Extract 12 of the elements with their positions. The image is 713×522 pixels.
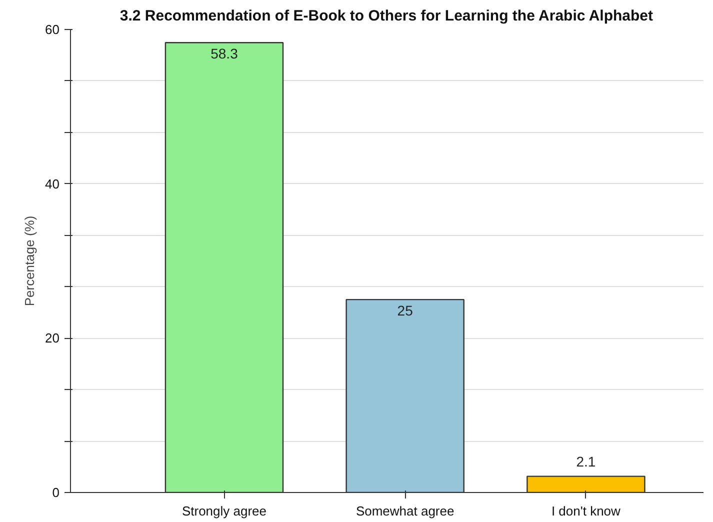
y-tick-label: 0 <box>52 485 60 500</box>
data-label: 2.1 <box>576 453 596 470</box>
x-tick-label: Somewhat agree <box>356 504 454 518</box>
y-axis-title: Percentage (%) <box>22 216 38 306</box>
y-tick-label: 40 <box>45 176 60 192</box>
chart-title: 3.2 Recommendation of E-Book to Others for Learning the Arabic Alphabet <box>120 8 654 24</box>
data-label: 58.3 <box>210 46 238 62</box>
y-tick-label: 60 <box>45 22 60 37</box>
x-tick-label: Strongly agree <box>182 504 267 518</box>
data-label: 25 <box>397 302 414 319</box>
y-tick-label: 20 <box>45 330 60 346</box>
x-tick-label: I don't know <box>551 504 622 518</box>
